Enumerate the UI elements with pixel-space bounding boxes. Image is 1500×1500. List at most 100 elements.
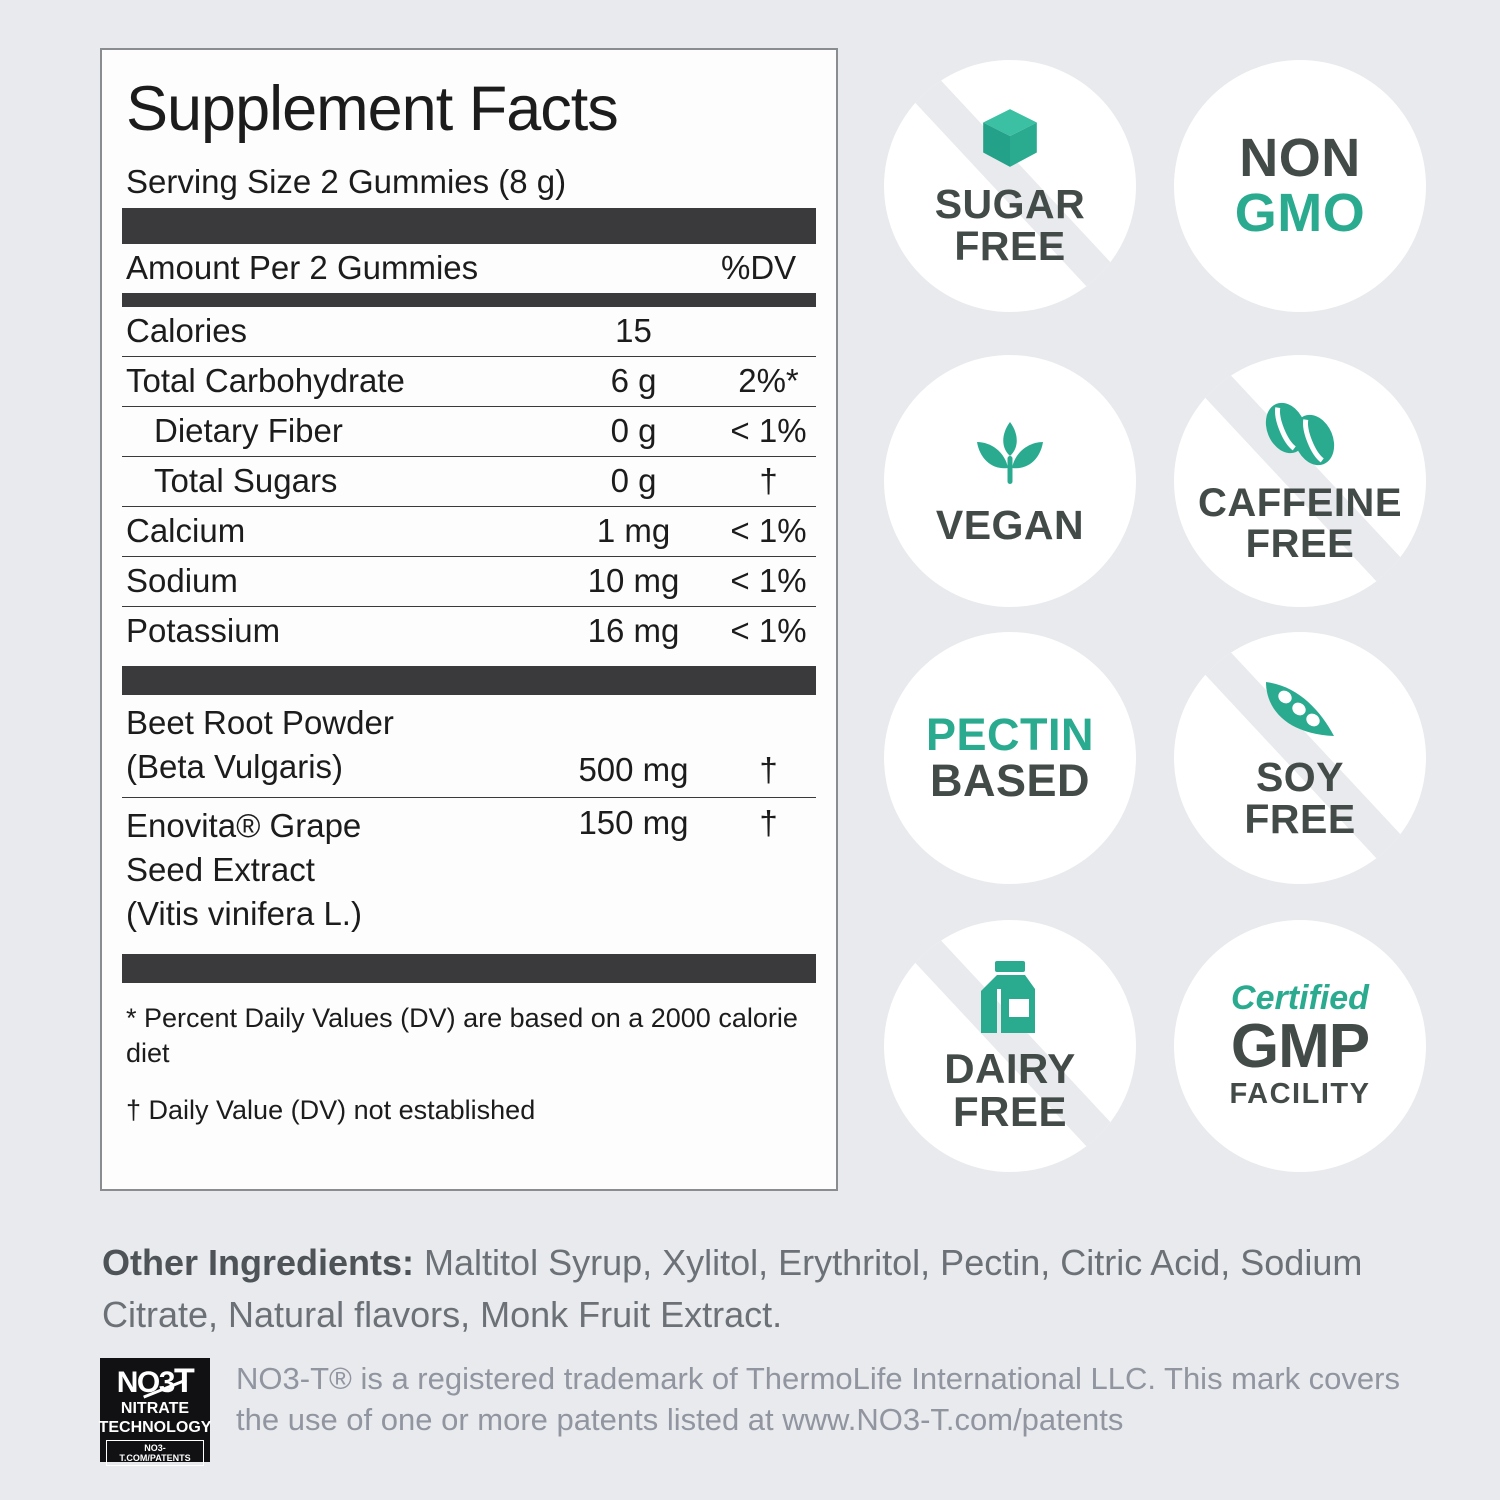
header-bar-thick [122,208,816,244]
badge-label-line1: Certified [1231,978,1369,1017]
ingredient-dv: † [759,804,778,841]
table-row: Calories 15 [122,307,816,357]
badge-circle [1174,60,1426,312]
no3t-logo-wordmark: NO3T [106,1364,204,1399]
ingredient-name-line1: Beet Root Powder [126,704,394,741]
table-row: Calcium 1 mg < 1% [122,507,816,557]
table-row: Sodium 10 mg < 1% [122,557,816,607]
badge-label-line1: NON [1239,127,1361,188]
serving-size-text: Serving Size 2 Gummies (8 g) [126,163,567,200]
nutrient-dv: † [759,462,778,499]
no3t-logo-top: NO3 [116,1366,176,1399]
badge-label-line1: SUGAR [934,180,1086,227]
ingredient-name: Enovita® Grape Seed Extract (Vitis vinif… [126,804,546,936]
sugar-cube-icon [977,105,1043,176]
ingredient-name-line2: (Beta Vulgaris) [126,747,344,785]
other-ingredients-label: Other Ingredients: [102,1242,415,1283]
nutrient-value: 6 g [610,362,657,399]
ingredient-name: Beet Root Powder (Beta Vulgaris) [126,701,546,789]
nutrient-dv: < 1% [730,512,807,549]
pea-pod-icon [1258,676,1342,749]
footnote-dagger: † Daily Value (DV) not established [126,1094,536,1125]
trademark-footer: NO3T NITRATE TECHNOLOGY NO3-T.COM/PATENT… [98,1358,1430,1466]
badge-non-gmo: NON GMO [1174,60,1426,312]
no3t-logo-patents-box: NO3-T.COM/PATENTS [106,1439,204,1466]
badge-circle [884,632,1136,884]
badge-label-line1: CAFFEINE [1198,480,1402,525]
supplement-facts-panel: Supplement Facts Serving Size 2 Gummies … [100,48,838,1191]
amount-per-label: Amount Per 2 Gummies [126,249,479,286]
nutrient-dv: < 1% [730,612,807,649]
header-bar-thin [122,293,816,307]
badge-sugar-free: SUGAR FREE [884,60,1136,312]
supplement-facts-title: Supplement Facts [126,74,619,144]
badge-soy-free: SOY FREE [1174,632,1426,884]
badge-label: SOY FREE [1244,756,1356,842]
badge-circle [1174,920,1426,1172]
nutrient-name: Total Sugars [154,462,338,499]
badge-caffeine-free: CAFFEINE FREE [1174,355,1426,607]
ingredient-name-line1: Enovita® Grape [126,807,362,844]
ingredient-divider-bar-top [122,666,816,695]
badge-label-line2: GMO [1234,183,1366,243]
nutrient-name: Sodium [126,562,238,599]
table-row: Total Sugars 0 g † [122,457,816,507]
leaf-plant-icon [969,416,1051,497]
badge-label-line2: FREE [1244,795,1356,842]
badge-label-line2: FREE [1245,521,1355,566]
badge-circle [1174,355,1426,607]
milk-carton-icon [973,959,1047,1040]
no3t-logo-technology: TECHNOLOGY [98,1418,212,1436]
ingredient-row: Beet Root Powder (Beta Vulgaris) 500 mg … [122,695,816,798]
ingredient-name-line2: Seed Extract [126,850,315,888]
other-ingredients-text: Other Ingredients: Maltitol Syrup, Xylit… [102,1237,1422,1341]
nutrient-value: 16 mg [587,612,680,649]
badge-label: CAFFEINE FREE [1198,480,1402,566]
nutrient-dv: < 1% [730,412,807,449]
badge-circle [884,60,1136,312]
badge-dairy-free: DAIRY FREE [884,920,1136,1172]
ingredient-value: 150 mg [578,804,689,841]
ingredient-dv: † [759,751,778,788]
no3t-logo-nitrate: NITRATE [120,1399,190,1417]
badge-label: SUGAR FREE [934,180,1086,269]
badge-label-line1: PECTIN [925,709,1094,761]
badge-label: VEGAN [935,501,1085,548]
nutrient-value: 10 mg [587,562,680,599]
badge-circle [1174,632,1426,884]
badge-label: Certified GMP FACILITY [1229,978,1371,1112]
ingredient-value: 500 mg [578,751,689,788]
nutrient-value: 0 g [610,412,657,449]
badge-pectin-based: PECTIN BASED [884,632,1136,884]
nutrient-name: Calcium [126,512,246,549]
table-row: Dietary Fiber 0 g < 1% [122,407,816,457]
badge-vegan: VEGAN [884,355,1136,607]
badge-label-line1: VEGAN [935,501,1085,548]
badge-label-line2: FREE [954,222,1066,269]
footnote-percent-dv: * Percent Daily Values (DV) are based on… [126,1002,798,1068]
nutrient-dv: 2%* [738,362,799,399]
nutrient-value: 1 mg [596,512,671,549]
nutrient-name: Total Carbohydrate [126,362,405,399]
badge-label-line3: FACILITY [1229,1078,1371,1111]
badge-label-line2: BASED [929,755,1090,806]
nutrient-name: Calories [126,312,248,349]
ingredient-divider-bar-bottom [122,953,816,983]
ingredient-row: Enovita® Grape Seed Extract (Vitis vinif… [122,798,816,940]
nutrient-name: Dietary Fiber [154,412,343,449]
dv-header-label: %DV [721,249,797,286]
badge-label: PECTIN BASED [926,712,1094,804]
no3t-logo-icon: NO3T NITRATE TECHNOLOGY NO3-T.COM/PATENT… [98,1358,212,1466]
badge-label: DAIRY FREE [944,1044,1076,1134]
nutrient-name: Potassium [126,612,281,649]
other-ingredients-list: Maltitol Syrup, Xylitol, Erythritol, Pec… [102,1242,1363,1336]
ingredient-name-line3: (Vitis vinifera L.) [126,894,362,932]
trademark-notice-text: NO3-T® is a registered trademark of Ther… [236,1361,1400,1438]
nutrient-value: 15 [615,312,652,349]
coffee-bean-icon [1254,398,1346,475]
nutrient-value: 0 g [610,462,657,499]
amount-per-header-row: Amount Per 2 Gummies %DV [122,244,816,293]
badge-label-line2: GMP [1230,1012,1370,1082]
badge-label-line1: DAIRY [944,1044,1076,1092]
